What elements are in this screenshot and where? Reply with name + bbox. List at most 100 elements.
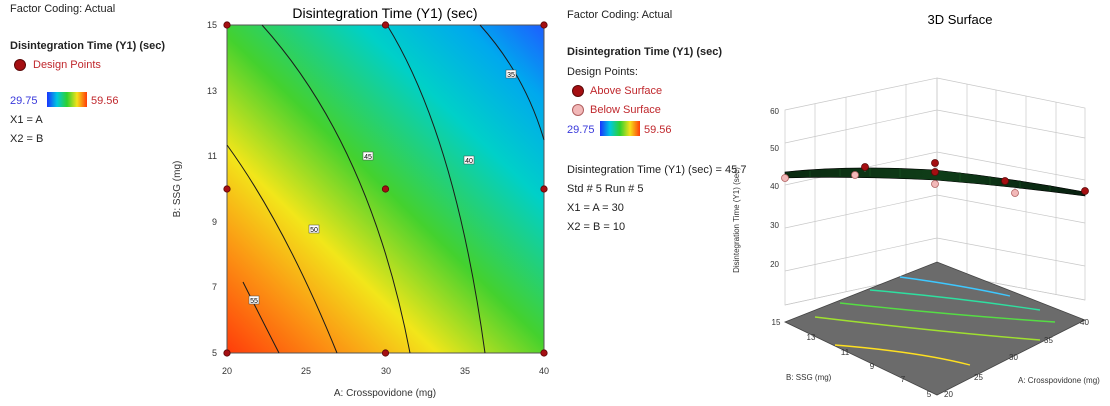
design-point-3 <box>540 349 548 357</box>
x-tick-35: 35 <box>460 366 470 376</box>
design-point-8 <box>381 21 390 29</box>
z-tick-60: 60 <box>770 107 779 116</box>
x2-readout: X2 = B = 10 <box>567 221 626 233</box>
y-tick-13: 13 <box>207 86 217 96</box>
above-surface-icon <box>572 85 584 97</box>
contour-line-35 <box>479 24 545 141</box>
y-tick-7: 7 <box>212 282 217 292</box>
surface-point-above-5 <box>1081 187 1089 195</box>
z-tick-50: 50 <box>770 144 779 153</box>
surface-floor <box>784 261 1086 396</box>
below-surface-icon <box>572 104 584 116</box>
x2-label: X2 = B <box>10 133 44 145</box>
x-tick-40: 40 <box>539 366 549 376</box>
b-tick-15: 15 <box>772 318 781 327</box>
contour-line-45 <box>261 24 411 354</box>
surface-title: 3D Surface <box>927 12 992 27</box>
std-run-readout: Std # 5 Run # 5 <box>567 183 644 195</box>
color-scale-bar <box>47 92 87 107</box>
contour-label-40: 40 <box>465 158 473 165</box>
floor-contour-1 <box>899 276 1011 297</box>
a-tick-40: 40 <box>1080 318 1089 327</box>
x-tick-30: 30 <box>381 366 391 376</box>
a-tick-30: 30 <box>1009 353 1018 362</box>
x-tick-20: 20 <box>222 366 232 376</box>
contour-label-35: 35 <box>507 72 515 79</box>
surface-point-below-2 <box>851 171 859 179</box>
b-tick-5: 5 <box>927 390 932 399</box>
a-tick-20: 20 <box>944 390 953 399</box>
contour-label-box-40 <box>463 155 475 165</box>
contour-line-55 <box>242 281 280 354</box>
y-tick-5: 5 <box>212 348 217 358</box>
surface-point-above-2 <box>931 159 939 167</box>
design-point-4 <box>223 185 231 193</box>
x-tick-25: 25 <box>301 366 311 376</box>
surface-b-axis-label: B: SSG (mg) <box>786 373 832 382</box>
color-scale-bar-right <box>600 121 640 136</box>
design-point-1 <box>223 349 231 357</box>
contour-label-box-45 <box>362 151 374 161</box>
contour-x-axis-label: A: Crosspovidone (mg) <box>334 388 436 399</box>
response-surface <box>784 167 1086 197</box>
surface-mesh <box>809 168 1051 192</box>
surface-a-axis-label: A: Crosspovidone (mg) <box>1018 376 1100 385</box>
floor-contour-2 <box>869 289 1041 311</box>
design-points-heading: Design Points: <box>567 66 638 78</box>
color-scale-max-right: 59.56 <box>644 124 672 136</box>
below-surface-label: Below Surface <box>590 104 661 116</box>
x1-readout: X1 = A = 30 <box>567 202 624 214</box>
design-point-2 <box>381 349 390 357</box>
z-tick-30: 30 <box>770 221 779 230</box>
surface-point-above-4 <box>1001 177 1009 185</box>
color-scale-min-right: 29.75 <box>567 124 595 136</box>
contour-label-box-35 <box>505 69 517 79</box>
contour-line-40 <box>386 24 486 354</box>
design-point-6 <box>540 185 548 193</box>
b-tick-11: 11 <box>841 348 850 357</box>
design-point-legend-icon <box>14 59 26 71</box>
floor-contour-4 <box>814 316 1041 341</box>
contour-label-box-55 <box>248 295 260 305</box>
z-axis-label: Disintegration Time (Y1) (sec) <box>732 167 741 273</box>
surface-point-below-3 <box>931 180 939 188</box>
y-tick-11: 11 <box>208 151 217 161</box>
contour-label-55: 55 <box>250 298 258 305</box>
response-title-right: Disintegration Time (Y1) (sec) <box>567 46 723 58</box>
x1-label: X1 = A <box>10 114 43 126</box>
color-scale-max: 59.56 <box>91 95 119 107</box>
design-points-layer <box>223 21 548 357</box>
surface-back-walls <box>784 77 1086 395</box>
design-point-9 <box>540 21 548 29</box>
a-tick-25: 25 <box>974 373 983 382</box>
response-title: Disintegration Time (Y1) (sec) <box>10 40 166 52</box>
design-point-5 <box>381 185 390 193</box>
above-surface-label: Above Surface <box>590 85 663 97</box>
b-tick-13: 13 <box>807 333 816 342</box>
color-scale-min: 29.75 <box>10 95 38 107</box>
contour-label-45: 45 <box>364 154 372 161</box>
z-tick-20: 20 <box>770 260 779 269</box>
design-points-legend-label: Design Points <box>33 59 101 71</box>
contour-label-box-50 <box>308 224 320 234</box>
surface-point-below-1 <box>781 174 789 182</box>
a-tick-35: 35 <box>1044 336 1053 345</box>
design-point-7 <box>223 21 231 29</box>
contour-label-50: 50 <box>310 227 318 234</box>
factor-coding-label-right: Factor Coding: Actual <box>567 9 673 21</box>
y-tick-9: 9 <box>212 217 217 227</box>
b-tick-9: 9 <box>870 362 875 371</box>
contour-lines <box>226 24 545 354</box>
surface-point-below-4 <box>1011 189 1019 197</box>
surface-design-points-below <box>781 171 1019 197</box>
surface-point-above-1 <box>861 163 869 171</box>
contour-y-axis-label: B: SSG (mg) <box>172 161 183 218</box>
floor-contour-3 <box>839 302 1056 323</box>
factor-coding-label: Factor Coding: Actual <box>10 3 116 15</box>
floor-contour-5 <box>834 344 971 366</box>
b-tick-7: 7 <box>901 375 906 384</box>
z-tick-40: 40 <box>770 182 779 191</box>
y-tick-15: 15 <box>207 20 217 30</box>
